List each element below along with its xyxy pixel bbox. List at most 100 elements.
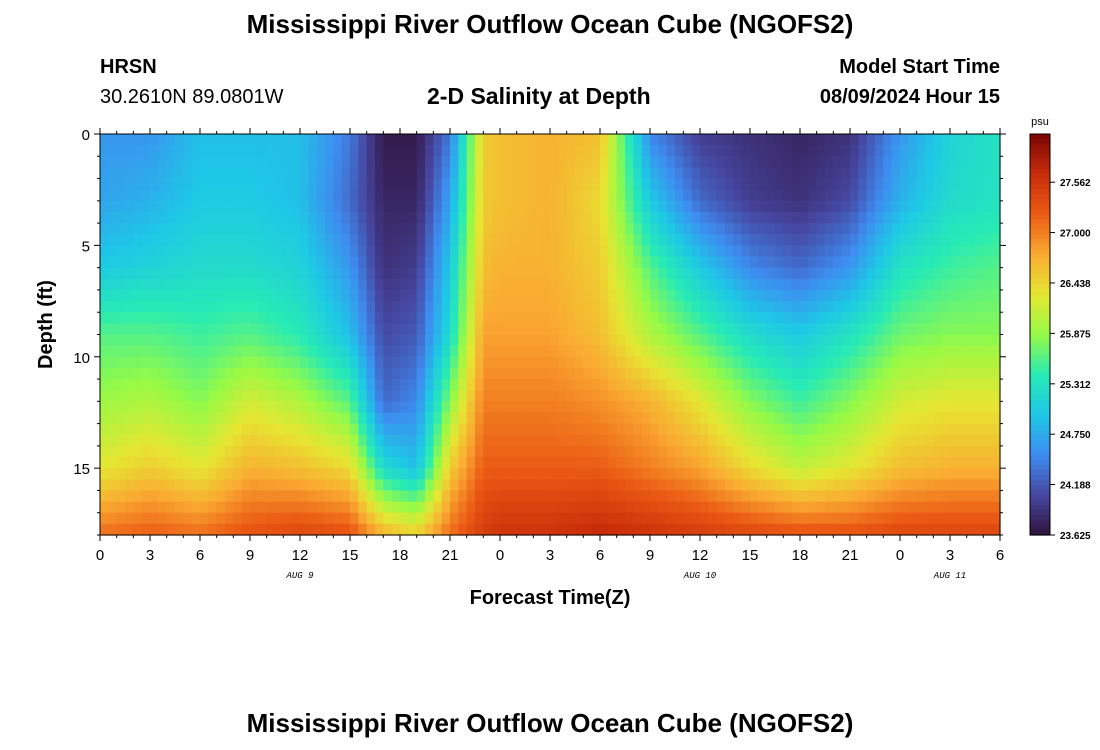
heatmap-cell [658,256,668,269]
heatmap-cell [275,423,284,436]
heatmap-cell [633,468,643,480]
heatmap-cell [216,289,226,302]
heatmap-cell [925,490,934,503]
heatmap-cell [108,523,118,536]
heatmap-cell [208,234,218,246]
heatmap-cell [116,211,126,224]
heatmap-cell [500,490,509,503]
heatmap-cell [716,145,726,157]
heatmap-cell [266,390,276,402]
heatmap-cell [200,267,209,280]
heatmap-cell [900,234,909,246]
heatmap-cell [550,323,559,336]
heatmap-cell [791,189,801,202]
heatmap-cell [225,267,234,280]
heatmap-cell [466,323,476,336]
heatmap-cell [366,512,376,525]
heatmap-cell [550,278,559,291]
heatmap-cell [883,523,893,536]
heatmap-cell [875,367,884,380]
heatmap-cell [483,200,493,213]
heatmap-cell [558,189,568,202]
heatmap-cell [683,367,693,380]
heatmap-cell [491,367,501,380]
heatmap-cell [550,345,559,358]
heatmap-cell [108,345,118,358]
model-start-label: Model Start Time [839,56,1000,78]
heatmap-cell [500,167,509,180]
heatmap-cell [225,278,234,291]
colorbar-segment [1030,399,1050,406]
heatmap-cell [758,156,768,169]
heatmap-cell [266,401,276,414]
heatmap-cell [666,189,676,202]
heatmap-cell [650,479,659,492]
colorbar-segment [1030,364,1050,371]
heatmap-cell [600,200,609,213]
heatmap-cell [141,223,151,235]
heatmap-cell [650,278,659,291]
heatmap-cell [850,490,859,503]
heatmap-cell [316,323,326,336]
heatmap-cell [508,345,518,358]
heatmap-cell [208,512,218,525]
heatmap-cell [275,223,284,235]
heatmap-cell [416,423,426,436]
heatmap-cell [183,145,193,157]
heatmap-cell [683,356,693,369]
heatmap-cell [983,289,993,302]
heatmap-cell [491,356,501,369]
heatmap-cell [800,189,809,202]
heatmap-cell [308,289,318,302]
heatmap-cell [983,445,993,458]
heatmap-cell [450,445,459,458]
heatmap-cell [800,178,809,191]
heatmap-cell [683,256,693,269]
heatmap-cell [716,301,726,313]
heatmap-cell [441,379,451,391]
heatmap-cell [475,379,484,391]
heatmap-cell [275,468,284,480]
heatmap-cell [983,189,993,202]
heatmap-cell [200,200,209,213]
heatmap-cell [208,178,218,191]
heatmap-cell [566,245,576,258]
heatmap-cell [358,223,368,235]
heatmap-cell [816,145,826,157]
heatmap-cell [416,412,426,425]
heatmap-cell [808,200,818,213]
heatmap-cell [816,512,826,525]
heatmap-cell [683,490,693,503]
heatmap-cell [425,356,434,369]
heatmap-cell [400,301,409,313]
heatmap-cell [575,211,584,224]
heatmap-cell [425,156,434,169]
heatmap-cell [675,211,684,224]
heatmap-cell [691,200,701,213]
heatmap-cell [950,223,959,235]
heatmap-cell [883,234,893,246]
heatmap-cell [158,278,168,291]
heatmap-cell [725,345,734,358]
heatmap-cell [166,211,176,224]
heatmap-cell [616,134,626,146]
colorbar-tick-label: 23.625 [1060,531,1091,542]
heatmap-cell [925,145,934,157]
heatmap-cell [550,301,559,313]
heatmap-cell [866,178,876,191]
heatmap-cell [525,289,534,302]
heatmap-cell [983,512,993,525]
heatmap-cell [291,423,301,436]
heatmap-cell [216,468,226,480]
heatmap-cell [800,145,809,157]
heatmap-cell [891,200,901,213]
heatmap-cell [175,211,184,224]
heatmap-cell [225,490,234,503]
heatmap-cell [941,156,951,169]
heatmap-cell [433,457,443,469]
heatmap-cell [233,445,243,458]
heatmap-cell [408,278,418,291]
heatmap-cell [591,379,601,391]
heatmap-cell [366,334,376,347]
heatmap-cell [333,178,343,191]
